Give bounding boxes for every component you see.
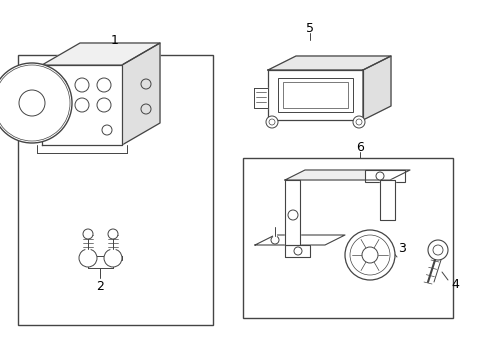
Circle shape <box>75 98 89 112</box>
Polygon shape <box>285 180 299 245</box>
Polygon shape <box>42 43 160 65</box>
Text: 1: 1 <box>111 33 119 46</box>
Circle shape <box>104 249 122 267</box>
Text: 3: 3 <box>397 242 405 255</box>
Polygon shape <box>122 43 160 145</box>
Polygon shape <box>362 56 390 120</box>
Circle shape <box>375 172 383 180</box>
Polygon shape <box>285 245 309 257</box>
Circle shape <box>432 245 442 255</box>
Bar <box>283 82 347 108</box>
Circle shape <box>108 229 118 239</box>
Polygon shape <box>379 180 394 220</box>
Circle shape <box>361 247 377 263</box>
Bar <box>243 158 452 318</box>
Circle shape <box>97 78 111 92</box>
Circle shape <box>53 98 67 112</box>
Bar <box>18 55 213 325</box>
Circle shape <box>345 230 394 280</box>
Circle shape <box>265 116 278 128</box>
Circle shape <box>355 119 361 125</box>
Circle shape <box>102 125 112 135</box>
Circle shape <box>293 247 302 255</box>
Polygon shape <box>254 235 345 245</box>
Polygon shape <box>267 56 390 70</box>
Circle shape <box>141 104 151 114</box>
Circle shape <box>53 78 67 92</box>
Circle shape <box>427 240 447 260</box>
Circle shape <box>83 229 93 239</box>
Circle shape <box>268 119 274 125</box>
Circle shape <box>0 63 72 143</box>
Circle shape <box>349 235 389 275</box>
Circle shape <box>75 78 89 92</box>
Circle shape <box>352 116 364 128</box>
Text: 5: 5 <box>305 22 313 35</box>
Text: 2: 2 <box>96 279 104 292</box>
Text: 4: 4 <box>450 279 458 292</box>
Circle shape <box>141 79 151 89</box>
Circle shape <box>287 210 297 220</box>
Circle shape <box>19 90 45 116</box>
Circle shape <box>270 236 279 244</box>
Circle shape <box>97 98 111 112</box>
Polygon shape <box>267 70 362 120</box>
Polygon shape <box>253 88 267 108</box>
Circle shape <box>0 65 70 141</box>
Text: 6: 6 <box>355 140 363 153</box>
Polygon shape <box>285 170 409 180</box>
Bar <box>278 78 352 112</box>
Polygon shape <box>42 65 122 145</box>
Bar <box>364 170 404 182</box>
Circle shape <box>79 249 97 267</box>
